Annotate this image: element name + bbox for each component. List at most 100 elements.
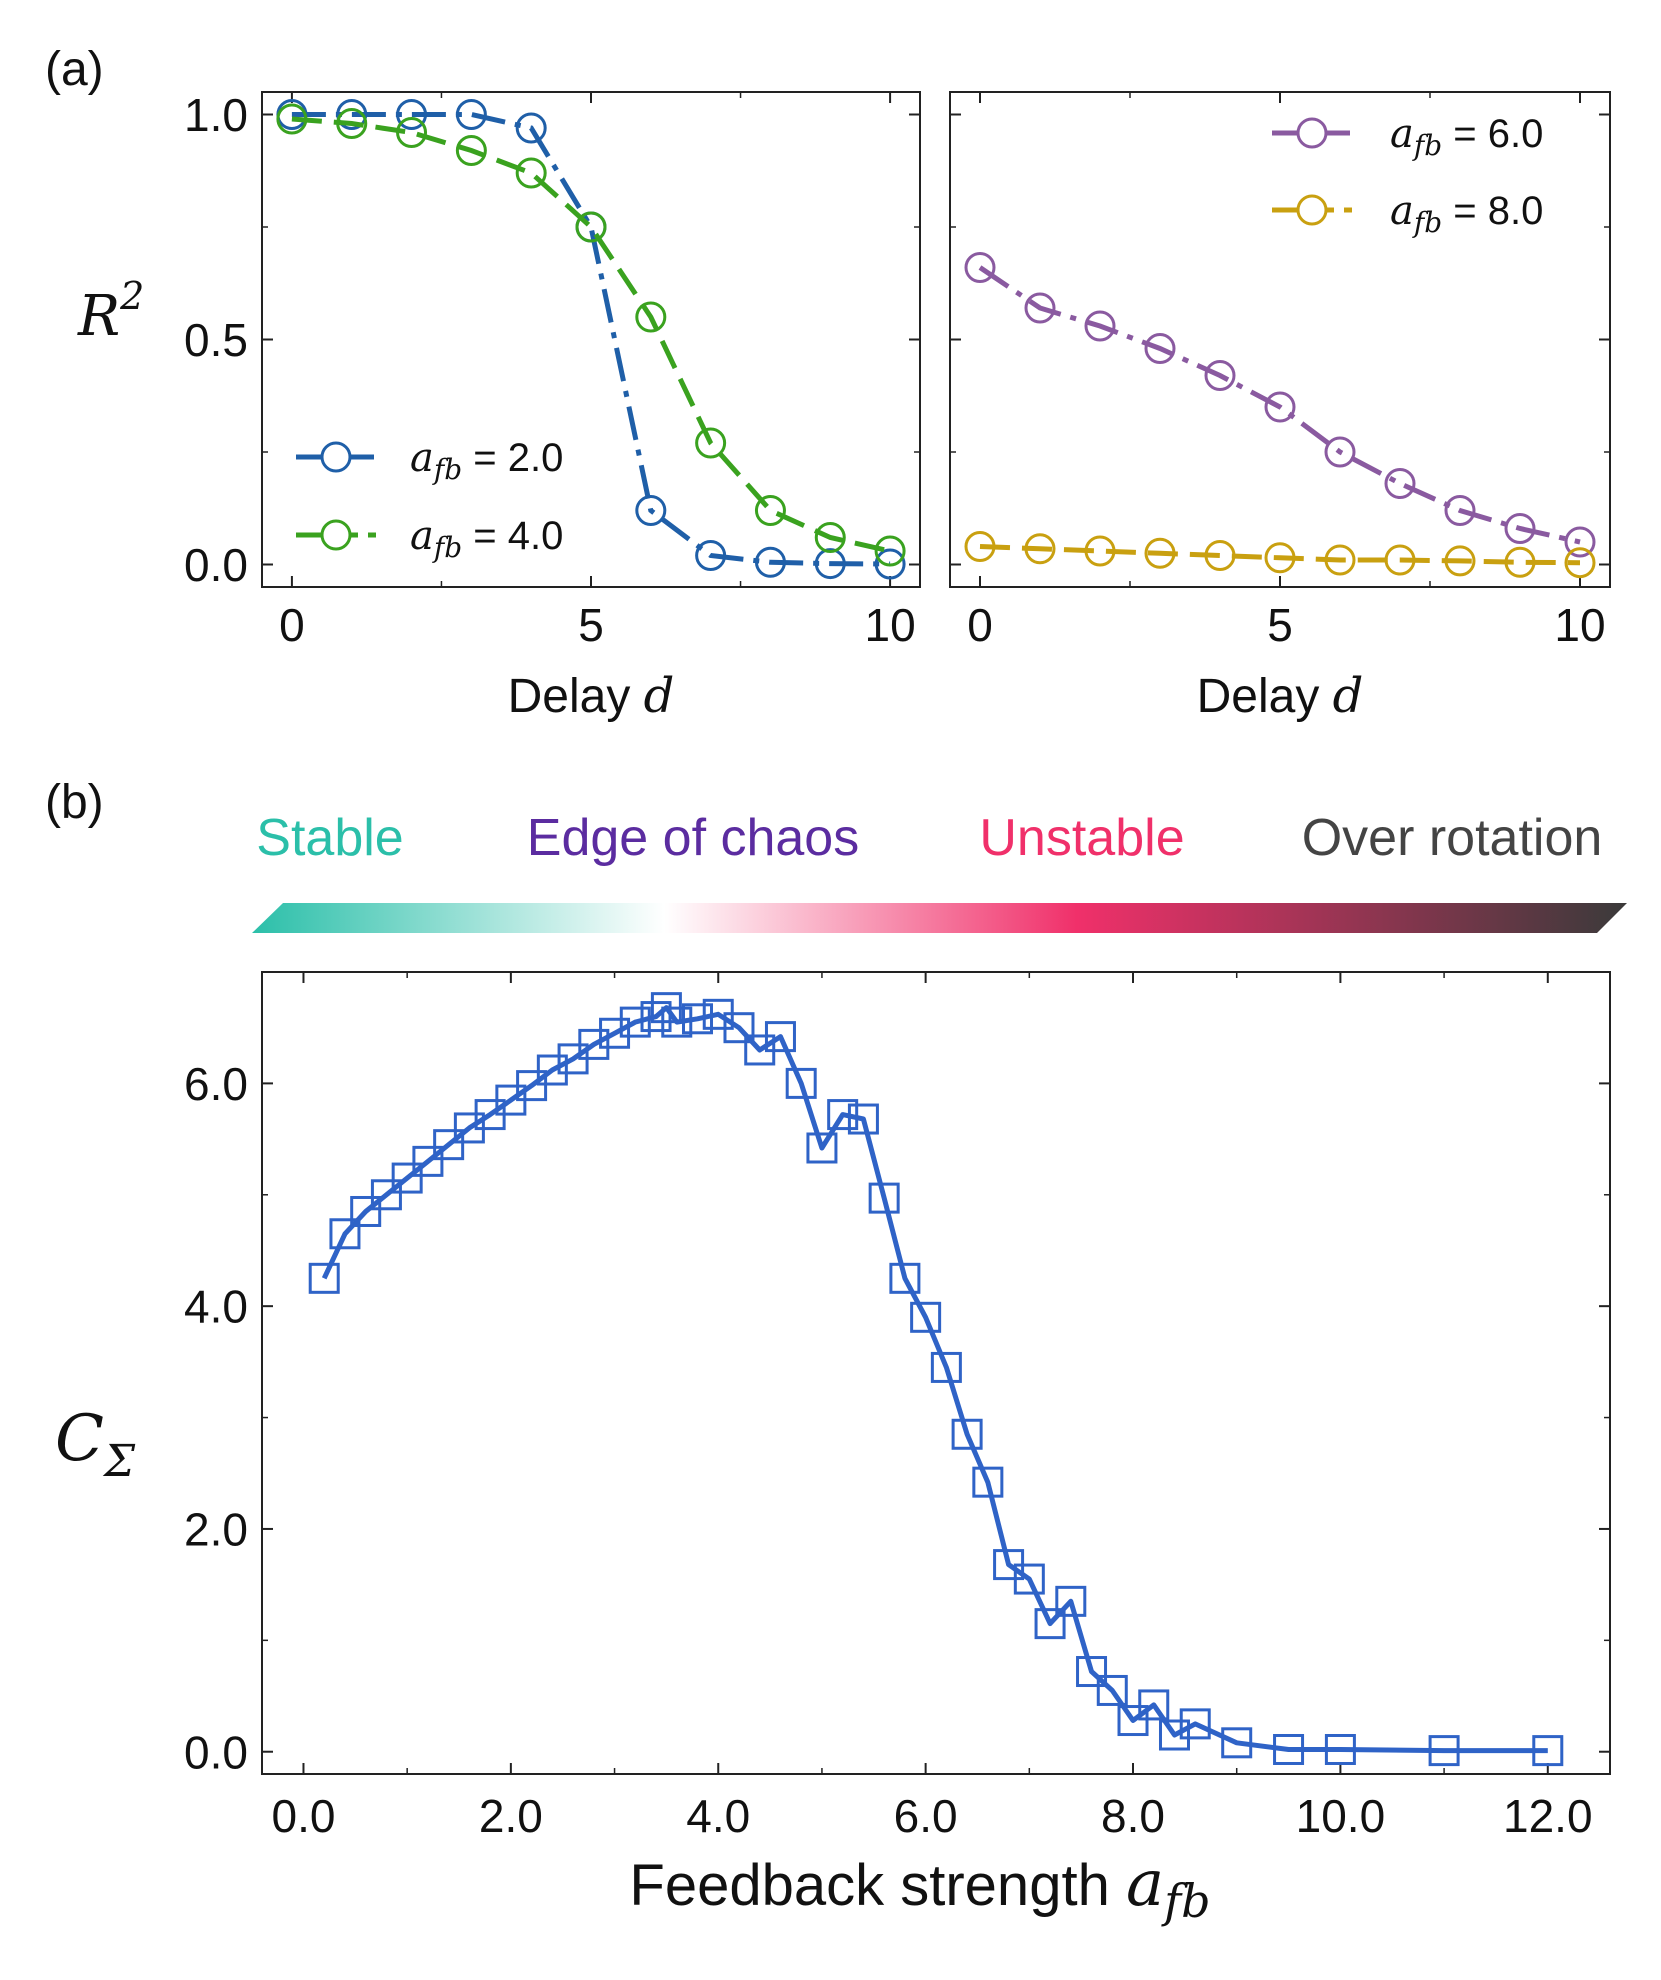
- data-point: [396, 99, 428, 130]
- data-point: [276, 103, 308, 135]
- data-point: [455, 99, 487, 130]
- data-point: [516, 1070, 548, 1102]
- panel-label-b: (b): [45, 776, 104, 829]
- plot-area-a-right: [964, 252, 1596, 579]
- data-point: [814, 548, 846, 580]
- a-right-xtick-label: 5: [1267, 599, 1293, 651]
- b-ytick-label: 4.0: [184, 1281, 248, 1333]
- b-xtick-label: 6.0: [894, 1790, 958, 1842]
- plot-area-b: [308, 992, 1564, 1767]
- data-point: [847, 1103, 879, 1135]
- data-point: [536, 1054, 568, 1086]
- data-point: [1204, 540, 1236, 571]
- data-point: [1273, 1733, 1305, 1765]
- legend-label-a-left-1: afb = 4.0: [410, 513, 563, 564]
- data-point: [951, 1418, 983, 1450]
- b-xtick-label: 2.0: [479, 1790, 543, 1842]
- a-right-xtick-label: 10: [1554, 599, 1605, 651]
- series-line-b: [321, 1005, 1548, 1754]
- y-axis-label-a-left: R2: [77, 274, 144, 349]
- data-point: [964, 252, 996, 283]
- x-axis-label-b: Feedback strength afb: [629, 1847, 1210, 1928]
- data-point: [1564, 526, 1596, 558]
- data-point: [1324, 544, 1356, 576]
- data-point: [1076, 1656, 1108, 1688]
- legend-label-a-right-1: afb = 8.0: [1390, 188, 1543, 239]
- data-point: [754, 546, 786, 578]
- data-point: [661, 1006, 693, 1038]
- x-axis-label-a-left: Delay d: [508, 668, 675, 724]
- data-point: [723, 1012, 755, 1044]
- chart-b: 0.0 2.0 4.0 6.0 8.0 10.0 12.00.02.04.06.0Feedb…: [55, 971, 1611, 1928]
- data-point: [619, 1006, 651, 1038]
- data-point: [635, 495, 667, 526]
- data-point: [695, 540, 727, 571]
- data-point: [682, 1003, 714, 1035]
- data-point: [1428, 1735, 1460, 1767]
- data-point: [972, 1466, 1004, 1498]
- data-point: [515, 112, 547, 144]
- data-point: [806, 1132, 838, 1164]
- data-point: [1138, 1689, 1170, 1721]
- data-point: [1084, 535, 1116, 567]
- data-point: [396, 117, 428, 148]
- data-point: [1024, 292, 1056, 324]
- data-point: [754, 495, 786, 526]
- chart-a-left: 0 5 10 0.0 0.5 1.0 afb = 2.0 afb = 4.0 Delay d R2: [77, 89, 921, 724]
- b-frame: [261, 971, 1611, 1775]
- legend-a-left-0-marker: [320, 441, 352, 473]
- series-line-a-right-0: [978, 265, 1581, 545]
- data-point: [874, 535, 906, 567]
- data-point: [350, 1195, 382, 1227]
- b-xtick-label: 4.0: [686, 1790, 750, 1842]
- b-ytick-label: 0.0: [184, 1726, 248, 1778]
- data-point: [599, 1017, 631, 1049]
- data-point: [391, 1162, 423, 1194]
- data-point: [868, 1182, 900, 1214]
- data-point: [1324, 1733, 1356, 1765]
- data-point: [1013, 1563, 1045, 1595]
- data-point: [1204, 360, 1236, 391]
- y-axis-label-b: CΣ: [55, 1402, 136, 1487]
- data-point: [814, 522, 846, 553]
- legend-label-a-right-0: afb = 6.0: [1390, 111, 1543, 162]
- data-point: [635, 301, 667, 333]
- data-point: [1096, 1674, 1128, 1706]
- a-left-xtick-label: 5: [578, 599, 604, 651]
- a-right-frame: [949, 91, 1611, 588]
- data-point: [433, 1129, 465, 1161]
- data-point: [889, 1262, 921, 1294]
- b-ytick-label: 2.0: [184, 1504, 248, 1556]
- data-point: [1264, 391, 1296, 423]
- legend-a-right-0-marker: [1296, 117, 1328, 149]
- data-point: [1221, 1727, 1253, 1759]
- b-xtick-label: 0.0: [272, 1790, 336, 1842]
- data-point: [640, 1001, 672, 1033]
- regime-label-stable: Stable: [256, 809, 403, 867]
- data-point: [1034, 1608, 1066, 1640]
- data-point: [1384, 468, 1416, 499]
- data-point: [1504, 513, 1536, 544]
- a-left-ytick-label: 0.0: [184, 539, 248, 591]
- data-point: [1179, 1708, 1211, 1740]
- b-xtick-label: 12.0: [1503, 1790, 1593, 1842]
- a-left-frame: [261, 91, 921, 588]
- a-right-xtick-label: 0: [967, 599, 993, 651]
- data-point: [1024, 533, 1056, 565]
- legend-a-left-1-marker: [320, 519, 352, 551]
- legend-a-right-1-marker: [1296, 194, 1328, 226]
- data-point: [1084, 310, 1116, 342]
- data-point: [1444, 545, 1476, 577]
- a-left-xtick-label: 10: [865, 599, 916, 651]
- data-point: [1055, 1585, 1087, 1617]
- data-point: [575, 211, 607, 243]
- data-point: [336, 108, 368, 139]
- data-point: [964, 531, 996, 562]
- b-xtick-label: 8.0: [1101, 1790, 1165, 1842]
- data-point: [1117, 1705, 1149, 1737]
- regime-label-unstable: Unstable: [979, 809, 1184, 867]
- data-point: [455, 135, 487, 166]
- chart-a-right: 0 5 10 afb = 6.0 afb = 8.0 Delay d: [949, 91, 1611, 724]
- data-point: [412, 1145, 444, 1177]
